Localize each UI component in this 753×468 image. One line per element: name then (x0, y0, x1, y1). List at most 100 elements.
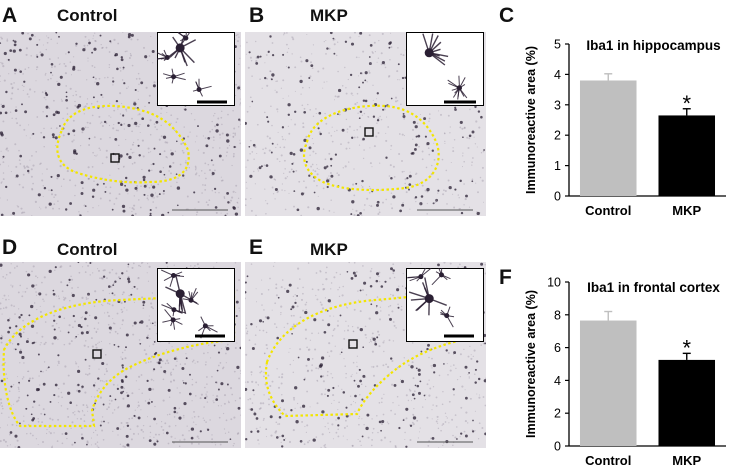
stained-cell (22, 420, 25, 422)
stained-cell (131, 266, 134, 269)
stained-cell (484, 272, 486, 275)
stained-cell (13, 43, 17, 47)
stained-cell (54, 383, 58, 387)
stained-cell (106, 302, 109, 305)
stained-cell (333, 328, 336, 330)
stained-cell (129, 428, 132, 430)
stained-cell (151, 169, 153, 172)
stained-cell (454, 108, 457, 111)
stained-cell (478, 396, 481, 399)
stained-cell (272, 76, 274, 78)
stained-cell (258, 329, 261, 332)
stained-cell (119, 443, 122, 445)
stained-cell (10, 304, 13, 307)
stained-cell (152, 162, 155, 166)
stained-cell (50, 446, 54, 448)
stained-cell (87, 126, 89, 129)
stained-cell (120, 379, 124, 382)
stained-cell (397, 306, 400, 309)
stained-cell (167, 211, 170, 214)
stained-cell (187, 135, 190, 138)
stained-cell (102, 438, 105, 441)
stained-cell (442, 423, 445, 425)
stained-cell (147, 195, 149, 197)
stained-cell (358, 144, 361, 146)
stained-cell (27, 370, 30, 373)
stained-cell (133, 161, 136, 164)
stained-cell (357, 299, 360, 301)
stained-cell (8, 390, 11, 392)
stained-cell (72, 56, 75, 58)
stained-cell (204, 184, 207, 187)
stained-cell (100, 420, 103, 423)
stained-cell (250, 408, 254, 411)
stained-cell (83, 414, 86, 416)
stained-cell (138, 77, 141, 80)
stained-cell (337, 70, 339, 73)
stained-cell (274, 187, 278, 192)
stained-cell (170, 122, 172, 125)
stained-cell (237, 197, 240, 199)
stained-cell (283, 146, 286, 149)
stained-cell (136, 425, 139, 428)
stained-cell (283, 32, 286, 35)
stained-cell (236, 40, 239, 43)
stained-cell (37, 444, 39, 446)
stained-cell (0, 197, 1, 199)
stained-cell (46, 168, 48, 170)
microglia-cell (440, 306, 455, 328)
stained-cell (274, 198, 276, 200)
stained-cell (182, 379, 184, 382)
stained-cell (413, 147, 417, 151)
stained-cell (332, 40, 334, 42)
stained-cell (84, 105, 87, 108)
stained-cell (269, 415, 273, 419)
stained-cell (323, 288, 326, 290)
stained-cell (25, 270, 28, 273)
stained-cell (311, 53, 313, 55)
stained-cell (373, 41, 376, 44)
stained-cell (42, 298, 44, 301)
stained-cell (294, 407, 296, 409)
stained-cell (190, 427, 195, 431)
stained-cell (92, 188, 96, 192)
stained-cell (305, 160, 308, 163)
stained-cell (194, 165, 197, 168)
stained-cell (260, 370, 263, 373)
stained-cell (44, 90, 47, 92)
stained-cell (125, 333, 129, 337)
stained-cell (362, 137, 365, 141)
panel-letter-a: A (2, 4, 18, 27)
stained-cell (345, 147, 348, 150)
stained-cell (213, 139, 215, 141)
stained-cell (145, 86, 148, 89)
stained-cell (356, 365, 358, 368)
stained-cell (34, 288, 36, 290)
stained-cell (349, 73, 353, 77)
stained-cell (250, 59, 253, 62)
stained-cell (398, 426, 401, 430)
stained-cell (280, 286, 283, 289)
stained-cell (369, 147, 371, 149)
stained-cell (149, 345, 151, 347)
stained-cell (158, 358, 162, 362)
stained-cell (168, 425, 171, 428)
stained-cell (289, 151, 293, 156)
stained-cell (455, 367, 457, 370)
stained-cell (377, 117, 380, 120)
stained-cell (125, 421, 128, 424)
stained-cell (331, 334, 334, 337)
stained-cell (94, 396, 96, 398)
stained-cell (400, 103, 402, 106)
stained-cell (304, 377, 306, 380)
stained-cell (409, 389, 412, 392)
stained-cell (413, 397, 416, 400)
stained-cell (377, 212, 380, 216)
stained-cell (256, 123, 259, 126)
stained-cell (95, 343, 97, 346)
stained-cell (137, 125, 140, 128)
stained-cell (360, 399, 363, 401)
stained-cell (316, 206, 320, 211)
stained-cell (148, 101, 151, 104)
stained-cell (133, 321, 137, 325)
